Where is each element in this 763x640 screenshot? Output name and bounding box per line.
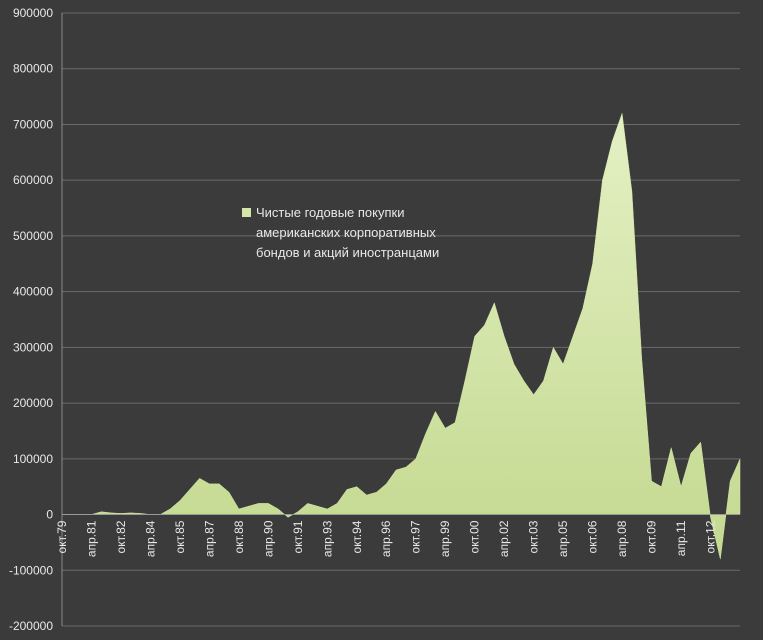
- y-tick-label: 0: [46, 508, 53, 522]
- y-tick-label: 400000: [13, 285, 53, 299]
- x-tick-label: окт.12: [704, 520, 718, 553]
- x-tick-label: окт.85: [173, 520, 187, 553]
- x-tick-label: апр.11: [674, 520, 688, 556]
- x-tick-label: окт.82: [114, 520, 128, 553]
- legend-label: Чистые годовые покупки американских корпо…: [256, 205, 439, 260]
- x-tick-label: окт.79: [55, 520, 69, 553]
- area: [62, 113, 741, 560]
- x-tick-label: окт.09: [645, 520, 659, 553]
- x-tick-label: апр.87: [202, 520, 216, 557]
- x-tick-label: окт.00: [468, 520, 482, 553]
- x-tick-label: окт.91: [291, 520, 305, 553]
- x-tick-label: апр.08: [615, 520, 629, 557]
- x-tick-label: апр.90: [261, 520, 275, 557]
- legend: Чистые годовые покупки американских корпо…: [242, 205, 439, 260]
- y-tick-label: 600000: [13, 173, 53, 187]
- y-tick-label: 800000: [13, 62, 53, 76]
- y-tick-label: 100000: [13, 452, 53, 466]
- legend-line: бондов и акций иностранцами: [256, 245, 439, 260]
- legend-line: американских корпоративных: [256, 225, 436, 240]
- x-tick-label: апр.84: [143, 520, 157, 557]
- legend-line: Чистые годовые покупки: [256, 205, 404, 220]
- x-tick-label: апр.02: [497, 520, 511, 557]
- x-tick-label: апр.05: [556, 520, 570, 557]
- y-tick-label: 300000: [13, 340, 53, 354]
- y-tick-label: 700000: [13, 117, 53, 131]
- x-tick-label: окт.97: [409, 520, 423, 553]
- x-tick-label: апр.81: [84, 520, 98, 557]
- x-tick-label: окт.06: [586, 520, 600, 553]
- marks: [62, 113, 741, 560]
- x-tick-label: окт.88: [232, 520, 246, 553]
- legend-swatch: [242, 208, 251, 217]
- y-tick-label: -100000: [9, 563, 53, 577]
- y-tick-label: 200000: [13, 396, 53, 410]
- y-tick-label: 500000: [13, 229, 53, 243]
- x-tick-label: апр.96: [379, 520, 393, 557]
- x-tick-label: апр.99: [438, 520, 452, 557]
- y-tick-label: -200000: [9, 619, 53, 633]
- y-tick-label: 900000: [13, 6, 53, 20]
- labels: -200000 -100000 0 100000 200000 300000 400000 5…: [9, 6, 718, 633]
- x-tick-label: окт.94: [350, 520, 364, 553]
- x-tick-label: апр.93: [320, 520, 334, 557]
- x-tick-label: окт.03: [527, 520, 541, 553]
